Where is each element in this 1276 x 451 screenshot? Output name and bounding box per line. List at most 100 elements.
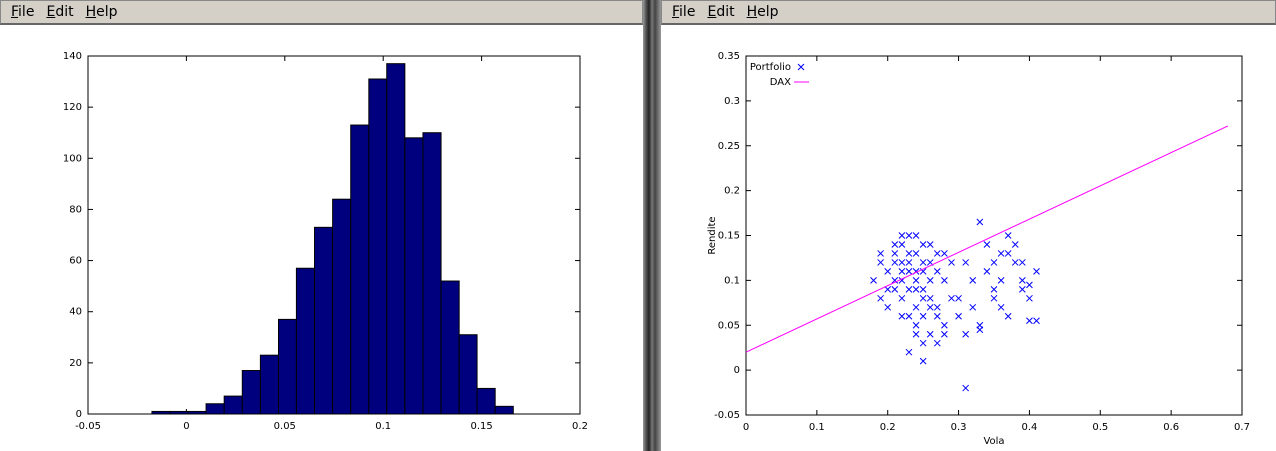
scatter-point [884, 268, 892, 275]
series-line [745, 125, 1229, 353]
scatter-point [1018, 285, 1026, 293]
histogram-bar [494, 405, 514, 415]
scatter-point [990, 294, 998, 302]
scatter-point [933, 312, 941, 320]
y-tick-label: 0.15 [718, 231, 740, 242]
scatter-point [884, 303, 892, 311]
scatter-point [919, 294, 927, 302]
scatter-point [941, 277, 948, 284]
histogram-bar [169, 410, 189, 415]
scatter-point [884, 285, 892, 293]
y-tick-label: 60 [69, 256, 82, 267]
scatter-point [912, 250, 920, 257]
scatter-point [933, 339, 941, 347]
x-tick-label: 0.7 [1234, 422, 1250, 433]
scatter-point [955, 312, 962, 320]
histogram-bar [440, 280, 460, 415]
scatter-point [933, 250, 941, 257]
y-tick-label: -0.05 [714, 410, 740, 421]
scatter-point [926, 294, 934, 302]
y-tick-label: 0.35 [718, 51, 740, 62]
x-axis-label: Vola [983, 436, 1004, 447]
x-tick-label: 0.1 [375, 421, 391, 432]
scatter-point [1018, 259, 1026, 266]
scatter-point [877, 294, 884, 302]
scatter-point [1033, 317, 1040, 325]
menu-item[interactable]: File [672, 4, 696, 20]
scatter-point [926, 330, 934, 338]
histogram-bar [223, 395, 243, 415]
scatter-point [898, 268, 906, 275]
y-axis-label: Rendite [707, 216, 718, 254]
scatter-point [912, 285, 920, 293]
menubar: File Edit Help [0, 0, 643, 25]
scatter-point [926, 303, 934, 311]
menu-item[interactable]: Edit [46, 4, 74, 20]
scatter-point [919, 339, 927, 347]
scatter-point [891, 250, 899, 257]
scatter-point [898, 294, 906, 302]
histogram-bar [241, 370, 261, 415]
divider [643, 0, 661, 451]
menu-item[interactable]: Help [85, 4, 118, 20]
x-tick-label: -0.05 [75, 421, 101, 432]
scatter-point [955, 294, 962, 302]
scatter-point [891, 285, 899, 293]
scatter-point [1011, 259, 1019, 266]
scatter-point [891, 259, 899, 266]
scatter-point [969, 303, 977, 311]
menubar: File Edit Help [661, 0, 1276, 25]
scatter-point [905, 268, 913, 275]
scatter-point [891, 241, 899, 248]
scatter-point [919, 357, 927, 365]
histogram-bar [187, 410, 207, 415]
scatter-point [870, 277, 877, 284]
legend-label: Portfolio [750, 62, 791, 73]
x-tick-label: 0.5 [1092, 422, 1108, 433]
y-tick-label: 0.2 [724, 186, 740, 197]
scatter-point [912, 321, 920, 329]
scatter-point [1026, 294, 1033, 302]
plot-frame [745, 55, 1243, 416]
scatter-point [919, 312, 927, 320]
y-tick-label: 0.3 [724, 96, 740, 107]
x-tick-label: 0.2 [880, 422, 896, 433]
menu-item[interactable]: Edit [707, 4, 735, 20]
scatter-point [926, 241, 934, 248]
scatter-point [933, 268, 941, 275]
histogram-bar [205, 403, 225, 415]
scatter-point [877, 250, 884, 257]
scatter-point [969, 277, 977, 284]
scatter-point [1026, 317, 1033, 325]
y-tick-label: 140 [63, 51, 82, 62]
scatter-point [1018, 277, 1026, 284]
histogram-bar [295, 267, 316, 415]
scatter-point [976, 218, 984, 226]
scatter-point [997, 250, 1005, 257]
scatter-point [948, 294, 955, 302]
scatter-point [1011, 241, 1019, 248]
scatter-point [1004, 312, 1012, 320]
scatter-point [905, 250, 913, 257]
y-tick-label: 0 [76, 409, 82, 420]
menu-item[interactable]: Help [746, 4, 779, 20]
histogram-bar [458, 334, 478, 415]
y-tick-label: 0 [734, 365, 740, 376]
histogram-bar [314, 226, 334, 415]
scatter-point [933, 303, 941, 311]
scatter-point [919, 259, 927, 266]
x-tick-label: 0.4 [1021, 422, 1037, 433]
scatter-point [898, 312, 906, 320]
scatter-point [905, 285, 913, 293]
scatter-point [983, 268, 991, 275]
scatter-point [898, 259, 906, 266]
scatter-point [941, 321, 948, 329]
menu-item[interactable]: File [11, 4, 35, 20]
scatter-point [1026, 281, 1033, 289]
scatter-point [1033, 268, 1040, 275]
x-tick-label: 0.1 [809, 422, 825, 433]
left-window: File Edit Help 0 20 40 60 80 100 120 140 -0.05 0 0.0… [0, 0, 643, 451]
scatter-point [905, 348, 913, 356]
